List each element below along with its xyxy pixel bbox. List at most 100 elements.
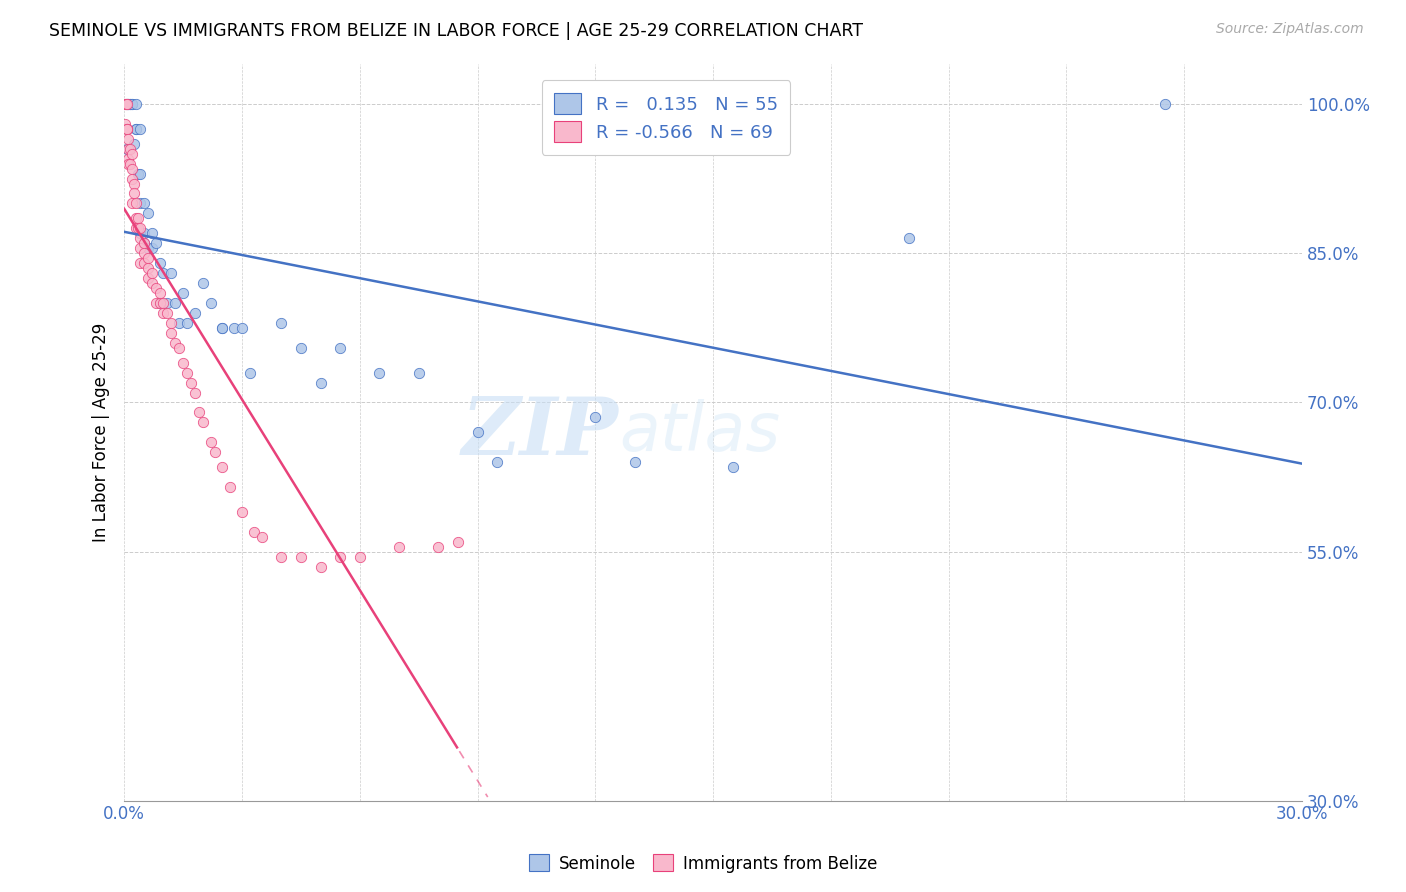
Text: SEMINOLE VS IMMIGRANTS FROM BELIZE IN LABOR FORCE | AGE 25-29 CORRELATION CHART: SEMINOLE VS IMMIGRANTS FROM BELIZE IN LA…: [49, 22, 863, 40]
Point: [184, 306, 207, 320]
Point: [180, 376, 202, 390]
Point: [125, 121, 148, 136]
Point: [122, 136, 145, 151]
Point: [176, 366, 198, 380]
Point: [148, 285, 170, 300]
Point: [160, 316, 183, 330]
Point: [129, 167, 152, 181]
Point: [141, 276, 163, 290]
Point: [132, 246, 155, 260]
Point: [152, 306, 174, 320]
Point: [211, 321, 233, 335]
Point: [191, 416, 214, 430]
Point: [211, 321, 233, 335]
Point: [114, 96, 136, 111]
Point: [200, 435, 222, 450]
Point: [132, 227, 155, 241]
Point: [117, 142, 139, 156]
Point: [120, 96, 142, 111]
Point: [898, 231, 921, 245]
Point: [117, 121, 139, 136]
Text: Source: ZipAtlas.com: Source: ZipAtlas.com: [1216, 22, 1364, 37]
Point: [136, 261, 159, 276]
Point: [117, 96, 139, 111]
Point: [127, 221, 149, 235]
Point: [115, 96, 138, 111]
Point: [219, 480, 242, 494]
Point: [447, 534, 470, 549]
Point: [1153, 96, 1175, 111]
Point: [121, 96, 143, 111]
Point: [129, 256, 152, 270]
Point: [721, 460, 744, 475]
Point: [349, 549, 371, 564]
Point: [136, 206, 159, 220]
Point: [167, 316, 190, 330]
Point: [231, 505, 253, 519]
Point: [121, 146, 143, 161]
Point: [129, 196, 152, 211]
Point: [623, 455, 645, 469]
Point: [122, 186, 145, 201]
Point: [117, 132, 139, 146]
Point: [122, 177, 145, 191]
Point: [184, 385, 207, 400]
Point: [152, 266, 174, 280]
Point: [270, 549, 292, 564]
Point: [486, 455, 509, 469]
Point: [132, 256, 155, 270]
Point: [141, 241, 163, 255]
Point: [132, 236, 155, 251]
Point: [145, 296, 167, 310]
Point: [141, 227, 163, 241]
Point: [156, 306, 179, 320]
Point: [136, 271, 159, 285]
Point: [129, 121, 152, 136]
Point: [239, 366, 262, 380]
Point: [132, 236, 155, 251]
Point: [136, 251, 159, 265]
Point: [127, 167, 149, 181]
Point: [309, 376, 332, 390]
Point: [250, 530, 273, 544]
Point: [329, 549, 352, 564]
Point: [120, 96, 142, 111]
Point: [115, 121, 138, 136]
Point: [117, 96, 139, 111]
Point: [204, 445, 226, 459]
Point: [125, 221, 148, 235]
Point: [121, 161, 143, 176]
Point: [129, 241, 152, 255]
Point: [176, 316, 198, 330]
Legend: R =   0.135   N = 55, R = -0.566   N = 69: R = 0.135 N = 55, R = -0.566 N = 69: [541, 80, 790, 154]
Point: [309, 559, 332, 574]
Point: [125, 211, 148, 226]
Point: [141, 266, 163, 280]
Point: [583, 410, 606, 425]
Point: [145, 281, 167, 295]
Point: [467, 425, 489, 440]
Point: [152, 296, 174, 310]
Point: [156, 296, 179, 310]
Point: [165, 335, 187, 350]
Point: [145, 236, 167, 251]
Text: atlas: atlas: [619, 400, 780, 466]
Point: [117, 156, 139, 170]
Point: [136, 241, 159, 255]
Point: [172, 285, 194, 300]
Point: [121, 96, 143, 111]
Point: [160, 266, 183, 280]
Point: [165, 296, 187, 310]
Point: [117, 96, 139, 111]
Point: [167, 341, 190, 355]
Point: [148, 256, 170, 270]
Point: [427, 540, 450, 554]
Point: [191, 276, 214, 290]
Point: [270, 316, 292, 330]
Legend: Seminole, Immigrants from Belize: Seminole, Immigrants from Belize: [522, 847, 884, 880]
Point: [114, 96, 136, 111]
Point: [368, 366, 391, 380]
Point: [290, 341, 312, 355]
Point: [114, 96, 136, 111]
Point: [120, 156, 142, 170]
